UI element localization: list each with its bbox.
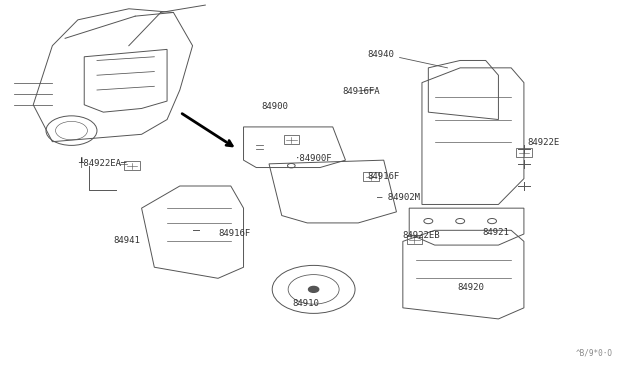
- Text: 84900: 84900: [261, 102, 288, 111]
- Bar: [124, 161, 140, 170]
- Text: 84910: 84910: [292, 299, 319, 308]
- Bar: [516, 148, 532, 157]
- Bar: [364, 172, 379, 181]
- Text: 84916FA: 84916FA: [342, 87, 380, 96]
- Bar: [406, 235, 422, 244]
- Bar: [284, 135, 299, 144]
- Text: 84941: 84941: [113, 236, 140, 245]
- Text: 84940: 84940: [367, 49, 394, 59]
- Text: 84921: 84921: [483, 228, 509, 237]
- Text: ·84900F: ·84900F: [294, 154, 332, 163]
- Text: 84922EB: 84922EB: [403, 231, 440, 240]
- Circle shape: [308, 286, 319, 292]
- Text: — 84902M: — 84902M: [378, 193, 420, 202]
- Text: 84916F: 84916F: [368, 172, 400, 181]
- Text: 84916F: 84916F: [218, 229, 250, 238]
- Text: 84920: 84920: [457, 283, 484, 292]
- Text: ╀84922EA─: ╀84922EA─: [78, 158, 126, 169]
- Text: 84922E: 84922E: [527, 138, 559, 147]
- Text: ^B/9*0·O: ^B/9*0·O: [576, 349, 613, 358]
